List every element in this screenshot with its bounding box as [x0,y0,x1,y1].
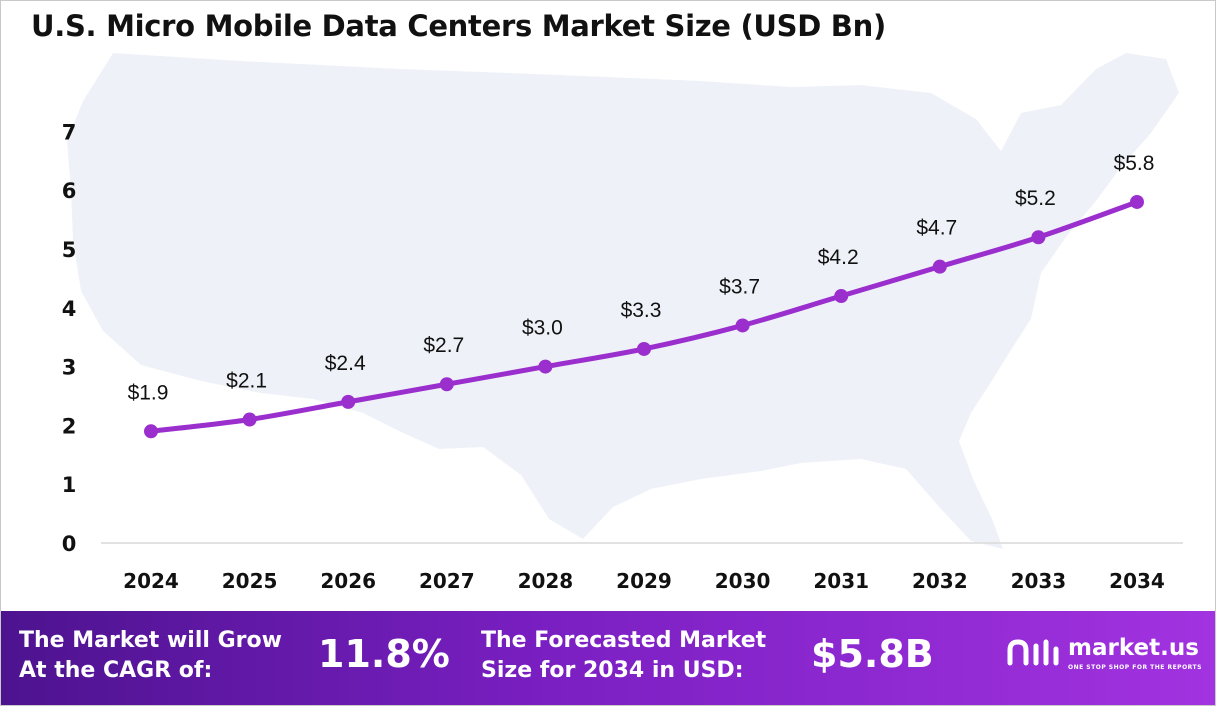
forecast-label: The Forecasted Market Size for 2034 in U… [481,626,766,686]
data-label: $2.4 [325,352,366,375]
data-label: $2.7 [423,334,464,357]
data-point [538,359,553,374]
x-tick-label: 2033 [1011,569,1067,593]
forecast-label-line2: Size for 2034 in USD: [481,658,744,683]
forecast-label-line1: The Forecasted Market [481,628,767,653]
data-label: $5.8 [1114,152,1155,175]
cagr-label-line2: At the CAGR of: [19,658,213,683]
y-tick-label: 5 [62,238,77,262]
y-tick-label: 6 [62,179,77,203]
x-tick-label: 2031 [813,569,869,593]
x-tick-label: 2029 [616,569,672,593]
footer-banner: The Market will Grow At the CAGR of: 11.… [1,611,1215,705]
data-label: $1.9 [128,381,169,404]
x-tick-label: 2026 [320,569,376,593]
data-point [439,377,454,392]
cagr-value: 11.8% [318,632,450,676]
us-map-silhouette [67,53,1179,549]
data-point [637,341,651,356]
data-label: $3.7 [719,275,760,298]
x-tick-label: 2025 [222,569,278,593]
data-label: $5.2 [1015,187,1056,210]
brand-logo[interactable]: market.us ONE STOP SHOP FOR THE REPORTS [1006,635,1201,674]
brand-name: market.us [1068,635,1199,661]
data-point [242,412,257,427]
market-us-logo-icon [1007,639,1059,666]
data-label: $2.1 [226,370,267,393]
data-label: $4.2 [818,246,859,269]
data-point [932,259,947,274]
y-tick-label: 3 [62,356,77,380]
chart-title: U.S. Micro Mobile Data Centers Market Si… [31,9,886,43]
x-tick-label: 2027 [419,569,475,593]
data-point [1130,194,1144,209]
line-chart: 0 1 2 3 4 5 6 7 2024 2025 2026 2027 2028 2029 2030 203… [62,53,1183,593]
data-point [735,318,750,333]
forecast-value: $5.8B [811,632,934,676]
y-tick-label: 0 [62,532,77,556]
brand-tagline: ONE STOP SHOP FOR THE REPORTS [1068,664,1202,671]
y-tick-label: 1 [62,473,77,497]
x-tick-label: 2030 [715,569,771,593]
x-tick-label: 2024 [123,569,179,593]
x-tick-label: 2028 [518,569,574,593]
data-point [144,424,158,439]
x-tick-label: 2034 [1109,569,1165,593]
y-tick-label: 7 [62,120,77,144]
x-tick-label: 2032 [912,569,968,593]
data-label: $3.0 [522,317,563,340]
data-label: $4.7 [916,217,957,240]
data-point [834,289,849,304]
data-point [1031,230,1046,245]
cagr-label: The Market will Grow At the CAGR of: [19,626,282,686]
data-point [341,394,356,409]
y-tick-label: 4 [62,297,77,321]
y-tick-label: 2 [62,414,77,438]
cagr-label-line1: The Market will Grow [19,628,282,653]
data-label: $3.3 [621,299,662,322]
